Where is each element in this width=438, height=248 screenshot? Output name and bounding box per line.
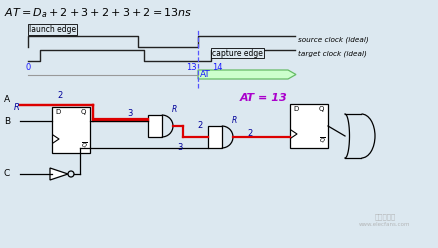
Text: Q: Q <box>81 109 86 115</box>
Text: 14: 14 <box>212 63 222 72</box>
Text: www.elecfans.com: www.elecfans.com <box>358 222 410 227</box>
FancyBboxPatch shape <box>208 126 221 148</box>
FancyBboxPatch shape <box>148 115 161 137</box>
Text: R: R <box>14 102 20 112</box>
Text: $AT = D_a + 2 + 3 + 2 + 3 + 2 = 13ns$: $AT = D_a + 2 + 3 + 2 + 3 + 2 = 13ns$ <box>4 6 192 20</box>
Text: target clock (ideal): target clock (ideal) <box>297 51 366 57</box>
Text: D: D <box>55 109 60 115</box>
FancyBboxPatch shape <box>290 104 327 148</box>
FancyBboxPatch shape <box>52 107 90 153</box>
Text: 2: 2 <box>247 129 252 138</box>
Text: source clock (ideal): source clock (ideal) <box>297 37 368 43</box>
Text: R: R <box>231 116 237 125</box>
Text: R: R <box>172 105 177 114</box>
Text: launch edge: launch edge <box>29 25 76 34</box>
Text: 2: 2 <box>197 121 202 130</box>
Text: 3: 3 <box>127 109 132 118</box>
Text: AT = 13: AT = 13 <box>240 93 287 103</box>
Polygon shape <box>50 168 68 180</box>
Text: $\overline{Q}$: $\overline{Q}$ <box>318 136 325 145</box>
Text: 0: 0 <box>25 63 31 72</box>
Text: AT: AT <box>200 70 210 79</box>
Text: 13: 13 <box>186 63 197 72</box>
Text: 3: 3 <box>177 143 182 152</box>
Text: B: B <box>4 117 10 125</box>
Polygon shape <box>198 70 295 79</box>
Text: C: C <box>4 169 10 179</box>
Text: 2: 2 <box>57 91 63 100</box>
Text: A: A <box>4 95 10 104</box>
Text: Q: Q <box>318 106 324 112</box>
Text: D: D <box>292 106 297 112</box>
Text: capture edge: capture edge <box>212 49 262 58</box>
Text: 电子发烧友: 电子发烧友 <box>374 213 395 220</box>
Text: $\overline{Q}$: $\overline{Q}$ <box>81 141 88 150</box>
